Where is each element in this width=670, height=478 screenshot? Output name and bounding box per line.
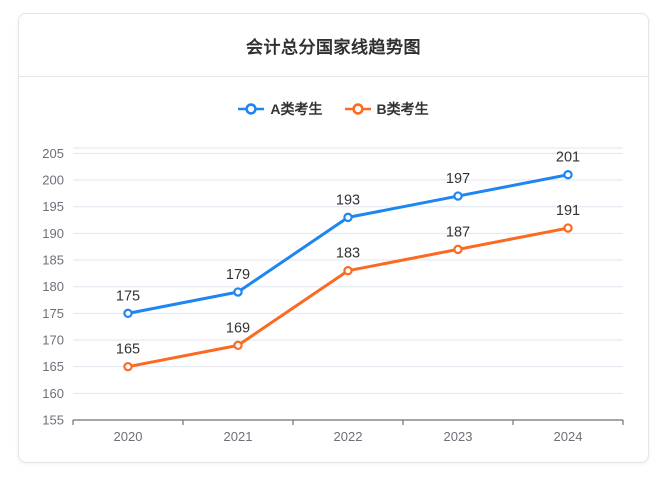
- data-point-label: 179: [226, 267, 250, 283]
- legend-item-label: A类考生: [270, 101, 323, 117]
- series-1: 165 169 183 187 191: [116, 203, 580, 372]
- y-axis-tick-label: 155: [42, 413, 64, 428]
- data-point-marker: [123, 361, 133, 372]
- legend-item-1[interactable]: B类考生: [344, 99, 429, 119]
- data-point-label: 197: [446, 171, 470, 187]
- y-axis-tick-label: 170: [42, 333, 64, 348]
- x-axis-tick-label: 2021: [224, 429, 253, 444]
- data-point-label: 191: [556, 203, 580, 219]
- data-point-label: 165: [116, 342, 140, 358]
- y-axis-tick-label: 205: [42, 146, 64, 161]
- data-point-marker: [453, 191, 463, 201]
- data-point-marker: [453, 244, 463, 255]
- x-axis-tick-label: 2020: [114, 429, 143, 444]
- y-axis-tick-label: 185: [42, 253, 64, 268]
- data-point-marker: [123, 308, 133, 319]
- legend-line-marker-icon: [238, 103, 265, 115]
- data-point-label: 201: [556, 150, 580, 166]
- chart-title: 会计总分国家线趋势图: [246, 37, 421, 57]
- data-point-marker: [343, 212, 353, 223]
- y-axis-tick-label: 180: [42, 279, 64, 294]
- chart-card: 会计总分国家线趋势图 A类考生 B类考生: [18, 13, 649, 463]
- y-axis-labels: 155 160 165 170 175 180 185 190 195 200 205: [42, 146, 64, 428]
- data-point-marker: [233, 287, 243, 297]
- series-0: 175 179 193 197 201: [116, 150, 580, 319]
- data-point-label: 187: [446, 224, 470, 240]
- legend-item-0[interactable]: A类考生: [238, 99, 323, 119]
- data-point-marker: [233, 340, 243, 351]
- data-point-marker: [563, 170, 573, 180]
- data-point-label: 183: [336, 246, 360, 262]
- data-point-label: 175: [116, 288, 140, 304]
- y-axis-tick-label: 160: [42, 386, 64, 401]
- y-axis-tick-label: 200: [42, 173, 64, 188]
- y-axis-tick-label: 165: [42, 359, 64, 374]
- legend-line-marker-icon: [344, 103, 371, 115]
- x-axis: 2020 2021 2022 2023 2024: [72, 419, 624, 444]
- y-axis-tick-label: 195: [42, 199, 64, 214]
- y-axis-tick-label: 175: [42, 306, 64, 321]
- x-axis-tick-label: 2022: [334, 429, 363, 444]
- x-axis-tick-label: 2024: [554, 429, 583, 444]
- data-point-marker: [343, 266, 353, 276]
- chart-legend: A类考生 B类考生: [19, 99, 648, 119]
- x-axis-tick-label: 2023: [444, 429, 473, 444]
- data-point-label: 193: [336, 192, 360, 208]
- grid-lines: [73, 147, 623, 421]
- chart-card-header: 会计总分国家线趋势图: [19, 14, 648, 77]
- data-point-label: 169: [226, 320, 250, 336]
- data-point-marker: [563, 223, 573, 233]
- legend-item-label: B类考生: [376, 101, 429, 117]
- y-axis-tick-label: 190: [42, 226, 64, 241]
